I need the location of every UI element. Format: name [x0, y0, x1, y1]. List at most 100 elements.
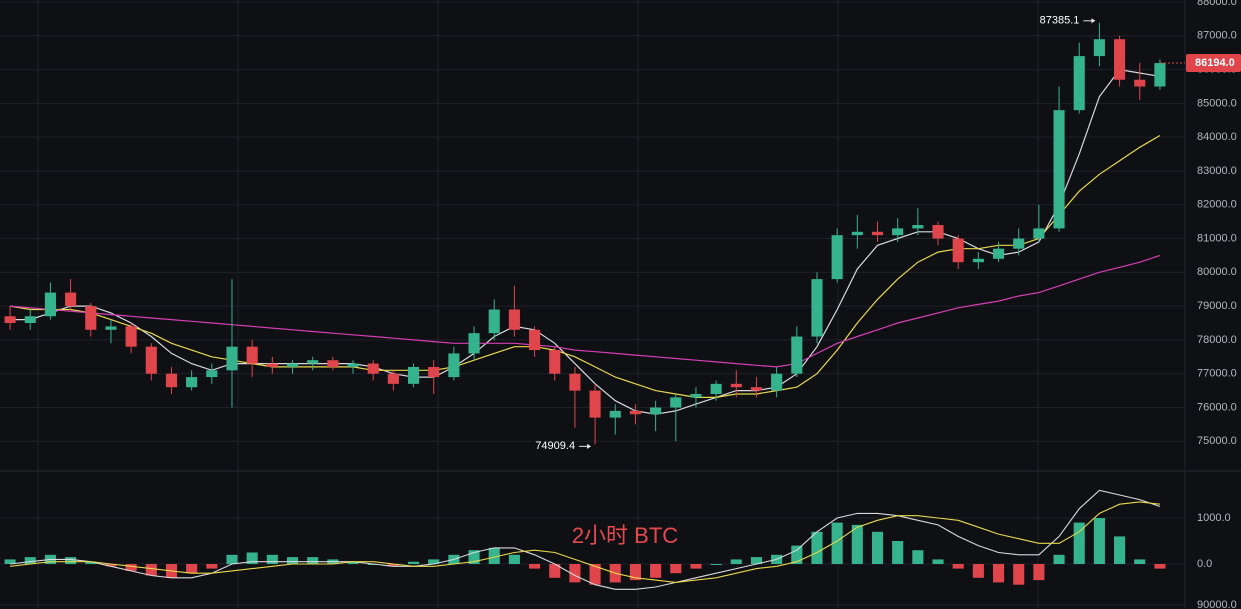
candle-body — [327, 360, 339, 367]
macd-histogram-bar — [952, 564, 964, 569]
macd-histogram-bar — [145, 564, 157, 576]
candle-body — [165, 373, 178, 388]
macd-line — [10, 489, 1161, 590]
moving-average-line — [10, 254, 1161, 368]
candle-body — [912, 225, 924, 229]
macd-histogram-bar — [226, 554, 238, 565]
macd-histogram-bar — [750, 557, 763, 565]
macd-histogram-bar — [932, 559, 944, 565]
y-tick-label: 82000.0 — [1197, 199, 1237, 211]
y2-tick-label: 90000.0 — [1197, 599, 1237, 609]
macd-histogram-bar — [569, 564, 581, 583]
macd-histogram-bar — [710, 564, 722, 566]
y-tick-label: 77000.0 — [1197, 368, 1237, 380]
watermark-title: 2小时 BTC — [572, 523, 678, 548]
candle-body — [1154, 63, 1166, 87]
candle-body — [992, 248, 1005, 259]
candle-body — [428, 366, 440, 378]
macd-histogram-bar — [791, 545, 803, 565]
candle-body — [448, 353, 460, 378]
y-tick-label: 85000.0 — [1197, 97, 1237, 109]
macd-histogram-bar — [246, 552, 258, 565]
macd-histogram-bar — [650, 564, 662, 578]
macd-histogram-bar — [65, 557, 77, 565]
candle-body — [1073, 56, 1085, 111]
candle-body — [367, 363, 379, 374]
candle-body — [851, 231, 863, 236]
candle-body — [246, 346, 258, 364]
macd-histogram-bar — [972, 564, 984, 578]
candle-body — [811, 279, 823, 337]
macd-histogram-bar — [105, 564, 117, 567]
candle-body — [4, 316, 16, 324]
candle-body — [266, 363, 278, 367]
macd-histogram-bar — [629, 564, 641, 581]
annotation-label: 74909.4 — [535, 440, 575, 452]
candle-body — [730, 383, 742, 388]
annotation-arrowhead — [587, 443, 592, 449]
candle-body — [186, 377, 198, 388]
annotation-arrowhead — [1091, 18, 1096, 24]
vertical-grid — [37, 0, 1039, 609]
candle-body — [468, 333, 480, 354]
last-price-box — [1186, 54, 1241, 73]
macd-histogram-bar — [831, 522, 843, 565]
macd-histogram-bar — [1093, 518, 1105, 565]
candle-body — [44, 292, 56, 317]
macd-histogram-bar — [892, 541, 904, 565]
candle-body — [952, 238, 964, 263]
macd-histogram-bar — [508, 554, 520, 565]
candle-body — [892, 228, 904, 236]
macd-histogram-bar — [1053, 554, 1065, 565]
candle-body — [1033, 228, 1045, 239]
candle-body — [629, 410, 641, 415]
candle-body — [206, 370, 218, 378]
macd-histogram-bar — [1073, 522, 1085, 565]
y-tick-label: 81000.0 — [1197, 232, 1237, 244]
y-tick-label: 83000.0 — [1197, 165, 1237, 177]
moving-average-line — [10, 68, 1160, 415]
y-tick-label: 75000.0 — [1197, 435, 1237, 447]
macd-histogram-bar — [1033, 564, 1045, 581]
candle-body — [24, 316, 36, 324]
macd-histogram-bar — [125, 564, 137, 571]
macd-histogram-bar — [912, 550, 924, 565]
candle-body — [347, 363, 359, 367]
macd-histogram-bar — [387, 564, 399, 567]
candle-body — [569, 373, 581, 391]
macd-histogram-bar — [468, 550, 480, 565]
y-tick-label: 78000.0 — [1197, 334, 1237, 346]
candle-body — [226, 346, 238, 371]
y2-tick-label: 0.0 — [1197, 558, 1212, 570]
macd-histogram-bar — [286, 557, 299, 565]
macd-histogram-bar — [488, 547, 500, 565]
candle-body — [690, 393, 702, 398]
candle-body — [771, 373, 783, 391]
y-tick-label: 87000.0 — [1197, 30, 1237, 42]
candle-body — [286, 363, 299, 367]
macd-histogram-bar — [730, 559, 742, 565]
y-tick-label: 84000.0 — [1197, 131, 1237, 143]
candle-body — [1114, 39, 1126, 80]
y-tick-label: 88000.0 — [1197, 0, 1237, 8]
macd-histogram-bar — [206, 564, 218, 569]
y2-tick-label: 1000.0 — [1197, 512, 1231, 524]
macd-histogram-bar — [1134, 559, 1146, 565]
macd-histogram-bar — [428, 559, 440, 565]
y-tick-label: 76000.0 — [1197, 401, 1237, 413]
candle-body — [65, 292, 77, 307]
macd-histogram-bar — [4, 559, 16, 565]
candle-body — [145, 346, 157, 374]
last-price-label: 86194.0 — [1195, 57, 1235, 69]
macd-histogram-bar — [85, 561, 97, 565]
candle-body — [710, 383, 722, 394]
candle-body — [508, 309, 520, 330]
macd-histogram-bar — [690, 564, 702, 569]
candle-body — [791, 336, 803, 374]
macd-histogram-bar — [670, 564, 682, 574]
macd-histogram-bar — [549, 564, 561, 578]
candle-body — [1093, 39, 1105, 57]
macd-histogram-bar — [871, 531, 884, 565]
